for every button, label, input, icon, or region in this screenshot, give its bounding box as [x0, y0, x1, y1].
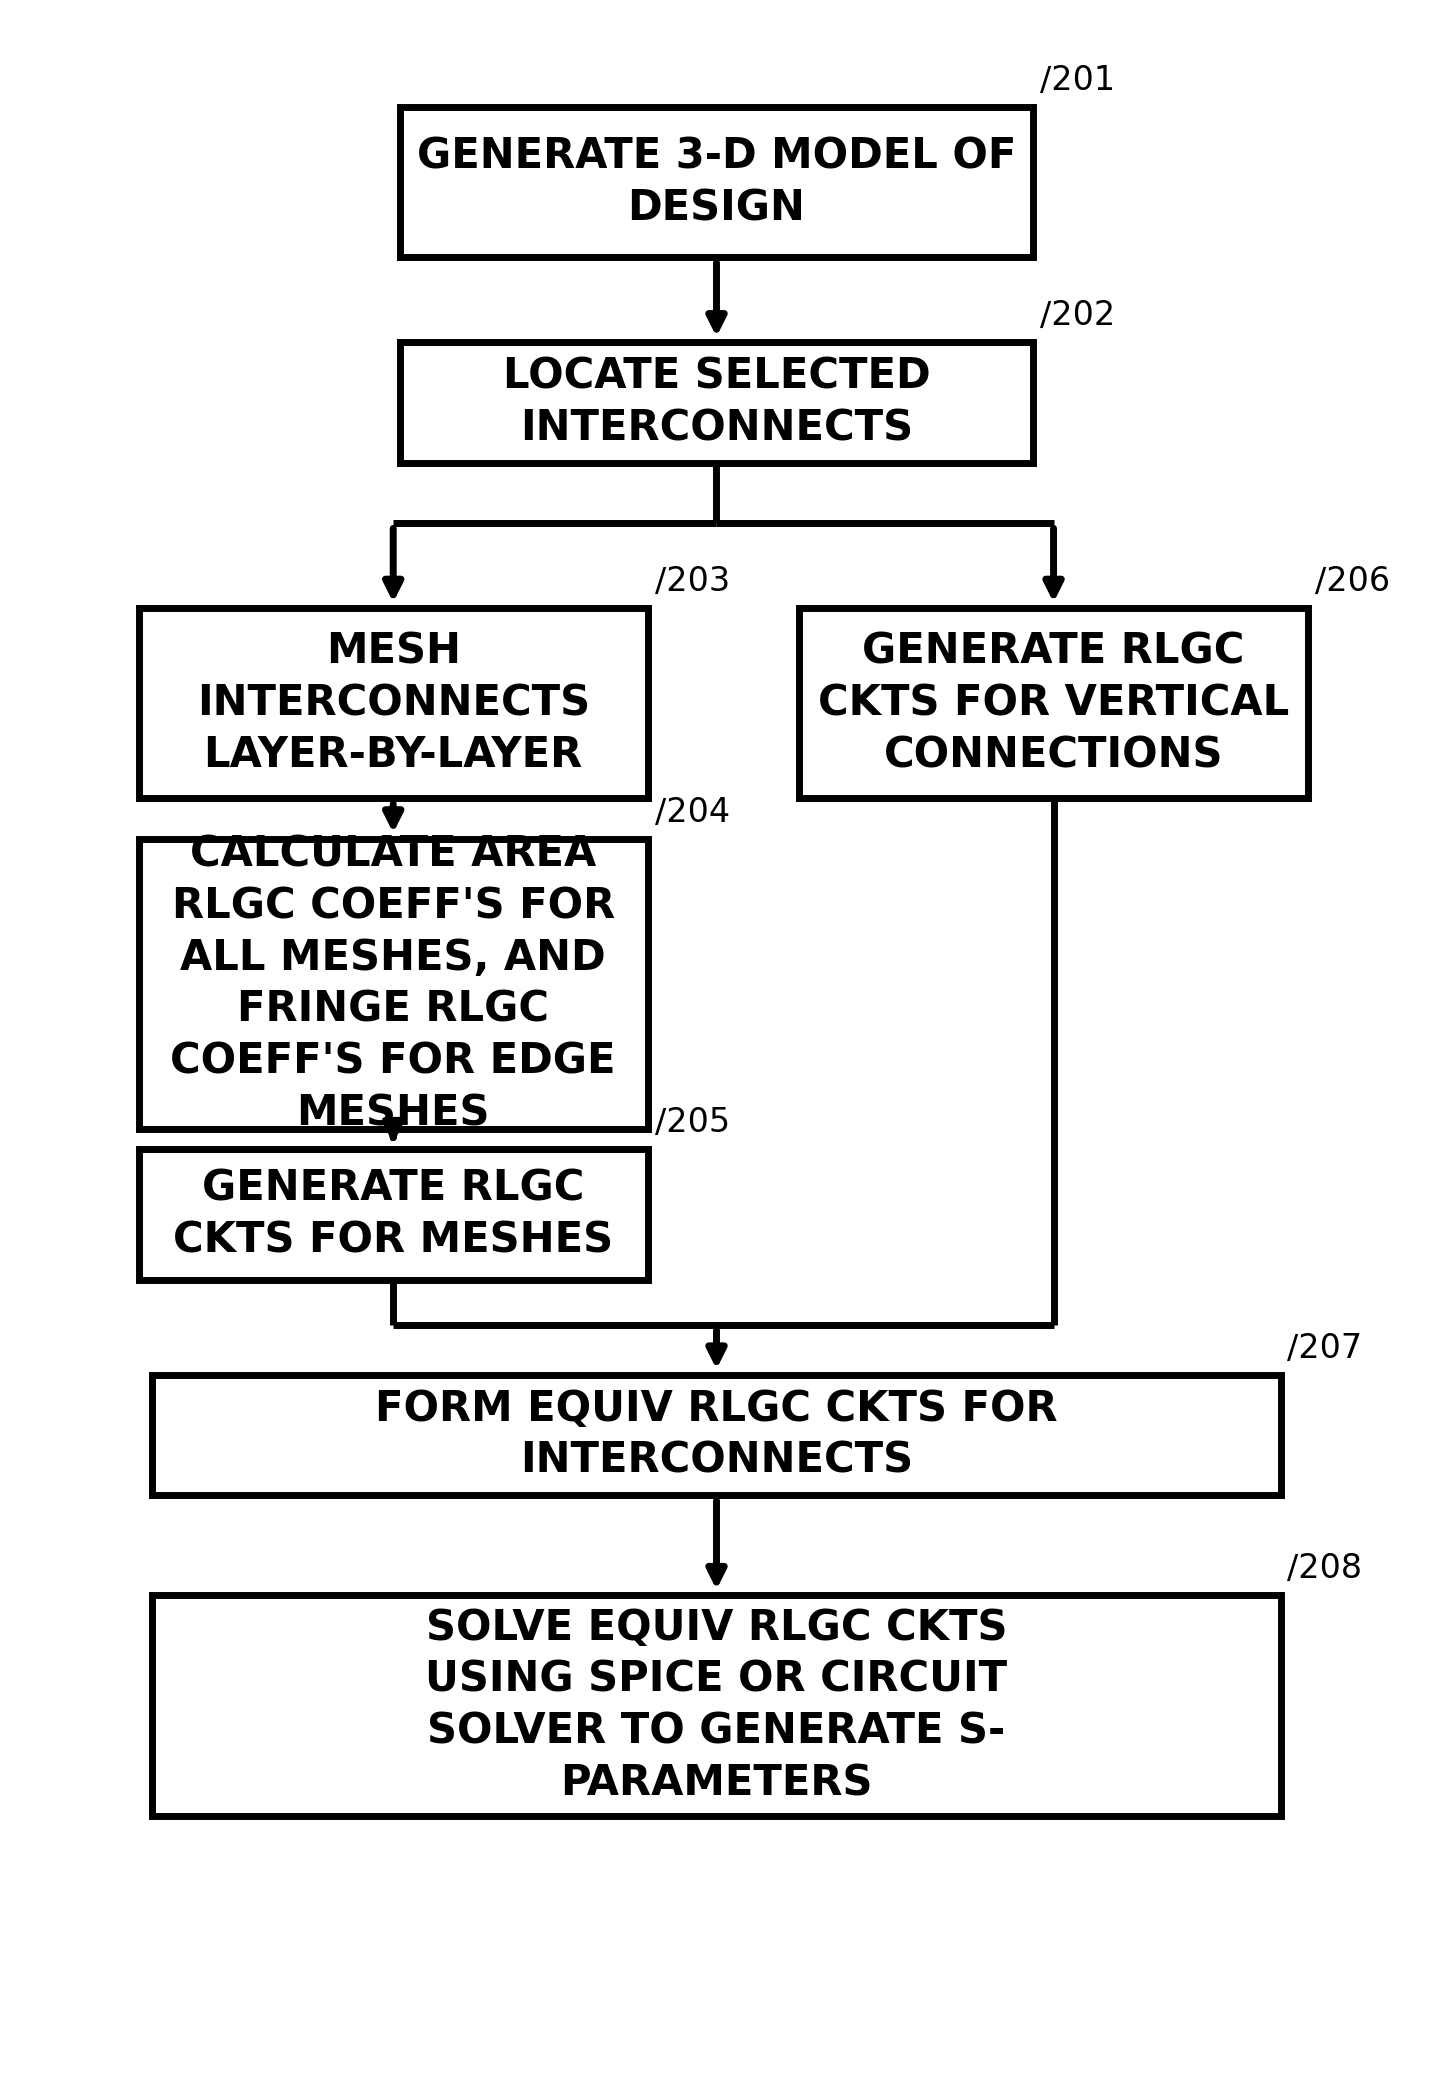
- Text: ∕204: ∕204: [655, 796, 729, 829]
- Text: SOLVE EQUIV RLGC CKTS
USING SPICE OR CIRCUIT
SOLVER TO GENERATE S-
PARAMETERS: SOLVE EQUIV RLGC CKTS USING SPICE OR CIR…: [426, 1606, 1007, 1804]
- Bar: [152, 1595, 1281, 1817]
- Text: FORM EQUIV RLGC CKTS FOR
INTERCONNECTS: FORM EQUIV RLGC CKTS FOR INTERCONNECTS: [375, 1389, 1058, 1482]
- Text: CALCULATE AREA
RLGC COEFF'S FOR
ALL MESHES, AND
FRINGE RLGC
COEFF'S FOR EDGE
MES: CALCULATE AREA RLGC COEFF'S FOR ALL MESH…: [171, 833, 616, 1134]
- Bar: [139, 839, 648, 1130]
- Text: ∕206: ∕206: [1315, 566, 1390, 597]
- Text: ∕205: ∕205: [655, 1107, 729, 1140]
- Text: GENERATE 3-D MODEL OF
DESIGN: GENERATE 3-D MODEL OF DESIGN: [417, 136, 1016, 230]
- Bar: [139, 1148, 648, 1280]
- Text: ∕203: ∕203: [655, 566, 729, 597]
- Bar: [400, 106, 1033, 257]
- Text: MESH
INTERCONNECTS
LAYER-BY-LAYER: MESH INTERCONNECTS LAYER-BY-LAYER: [196, 631, 590, 777]
- Text: GENERATE RLGC
CKTS FOR VERTICAL
CONNECTIONS: GENERATE RLGC CKTS FOR VERTICAL CONNECTI…: [818, 631, 1290, 777]
- Bar: [800, 608, 1308, 798]
- Bar: [400, 342, 1033, 464]
- Text: GENERATE RLGC
CKTS FOR MESHES: GENERATE RLGC CKTS FOR MESHES: [173, 1167, 613, 1261]
- Bar: [152, 1374, 1281, 1495]
- Text: LOCATE SELECTED
INTERCONNECTS: LOCATE SELECTED INTERCONNECTS: [503, 355, 930, 449]
- Text: ∕202: ∕202: [1040, 299, 1115, 332]
- Text: ∕207: ∕207: [1287, 1332, 1363, 1366]
- Text: ∕201: ∕201: [1040, 65, 1115, 96]
- Bar: [139, 608, 648, 798]
- Text: ∕208: ∕208: [1287, 1551, 1363, 1585]
